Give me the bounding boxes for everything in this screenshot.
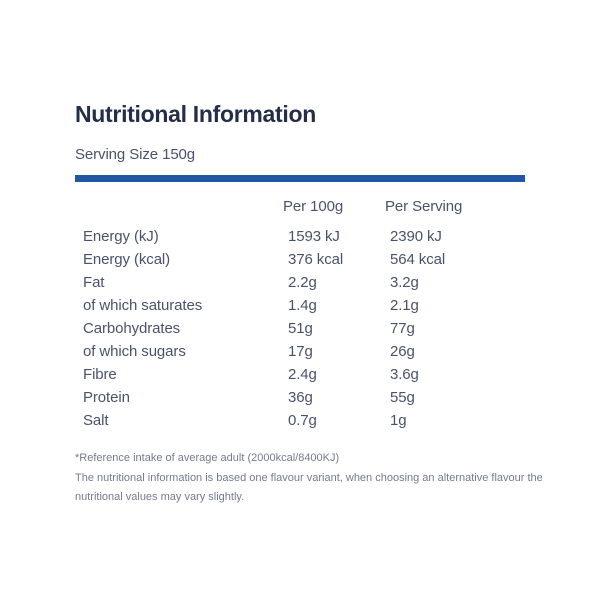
table-row: Protein 36g 55g [75,386,525,409]
nutrition-content: Nutritional Information Serving Size 150… [75,100,543,508]
table-row: Salt 0.7g 1g [75,409,525,432]
nutrient-label: of which saturates [83,297,203,314]
nutrient-column-header [75,198,283,225]
table-row: Carbohydrates 51g 77g [75,317,525,340]
reference-intake-note: *Reference intake of average adult (2000… [75,452,340,464]
per-serving-column-header: Per Serving [385,198,463,215]
nutrition-table: Per 100g Per Serving Energy (kJ) 1593 kJ… [75,198,525,432]
per-serving-value: 3.2g [390,274,419,291]
per-100g-value: 376 kcal [288,251,344,268]
per-serving-value: 26g [390,343,415,360]
nutrient-label: Energy (kcal) [83,251,171,268]
per-100g-value: 17g [288,343,313,360]
nutrient-label: Fat [83,274,105,291]
table-row: Fibre 2.4g 3.6g [75,363,525,386]
table-row: Fat 2.2g 3.2g [75,271,525,294]
per-100g-value: 0.7g [288,412,317,429]
divider-bar [75,175,525,182]
per-100g-column-header: Per 100g [283,198,344,215]
table-row: Energy (kcal) 376 kcal 564 kcal [75,248,525,271]
per-serving-value: 55g [390,389,415,406]
flavour-variant-note-line2: nutritional values may vary slightly. [75,491,245,503]
table-row: Energy (kJ) 1593 kJ 2390 kJ [75,225,525,248]
footnotes: *Reference intake of average adult (2000… [75,449,543,508]
flavour-variant-note-line1: The nutritional information is based one… [75,471,543,484]
table-row: of which saturates 1.4g 2.1g [75,294,525,317]
table-row: of which sugars 17g 26g [75,340,525,363]
per-serving-value: 3.6g [390,366,419,383]
nutrient-label: Salt [83,412,109,429]
serving-size: Serving Size 150g [75,146,196,163]
per-100g-value: 1.4g [288,297,317,314]
per-serving-value: 77g [390,320,415,337]
nutrient-label: Protein [83,389,130,406]
per-100g-value: 51g [288,320,313,337]
per-serving-value: 1g [390,412,407,429]
per-100g-value: 2.4g [288,366,317,383]
per-serving-value: 564 kcal [390,251,446,268]
per-100g-value: 1593 kJ [288,228,340,245]
nutrient-label: of which sugars [83,343,186,360]
page-title: Nutritional Information [75,101,316,127]
nutrient-label: Energy (kJ) [83,228,159,245]
table-header-row: Per 100g Per Serving [75,198,525,225]
nutrient-label: Carbohydrates [83,320,181,337]
per-100g-value: 2.2g [288,274,317,291]
nutrient-label: Fibre [83,366,117,383]
per-serving-value: 2.1g [390,297,419,314]
per-100g-value: 36g [288,389,313,406]
per-serving-value: 2390 kJ [390,228,442,245]
